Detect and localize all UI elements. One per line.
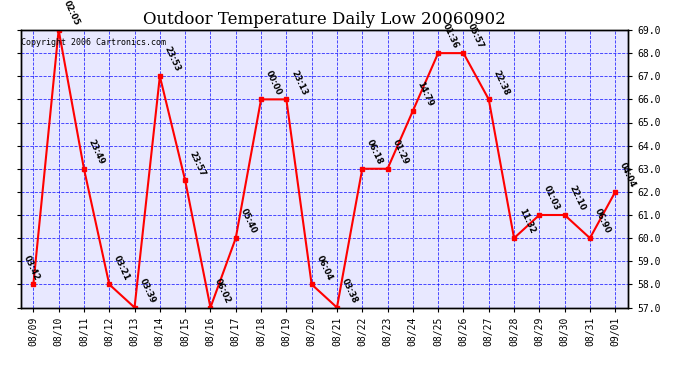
Text: 06:18: 06:18: [365, 138, 384, 166]
Text: 02:05: 02:05: [61, 0, 81, 27]
Text: 04:04: 04:04: [618, 161, 638, 189]
Text: 06:90: 06:90: [593, 207, 612, 236]
Text: 01:03: 01:03: [542, 184, 562, 212]
Text: 22:10: 22:10: [567, 184, 587, 212]
Text: 03:38: 03:38: [339, 277, 359, 305]
Text: 22:38: 22:38: [491, 69, 511, 97]
Text: 23:57: 23:57: [188, 150, 207, 177]
Text: 01:36: 01:36: [441, 22, 460, 50]
Text: 05:40: 05:40: [239, 207, 258, 236]
Text: Copyright 2006 Cartronics.com: Copyright 2006 Cartronics.com: [21, 38, 166, 47]
Text: 03:39: 03:39: [137, 277, 157, 305]
Text: 00:00: 00:00: [264, 69, 283, 97]
Text: 23:13: 23:13: [289, 69, 308, 97]
Text: 11:32: 11:32: [517, 207, 536, 236]
Text: 01:29: 01:29: [391, 138, 410, 166]
Text: 06:02: 06:02: [213, 277, 233, 305]
Text: 03:21: 03:21: [112, 254, 131, 282]
Text: 06:04: 06:04: [315, 254, 334, 282]
Text: 23:49: 23:49: [87, 138, 106, 166]
Text: 23:53: 23:53: [163, 45, 182, 74]
Title: Outdoor Temperature Daily Low 20060902: Outdoor Temperature Daily Low 20060902: [143, 12, 506, 28]
Text: 05:57: 05:57: [466, 22, 486, 50]
Text: 14:79: 14:79: [415, 80, 435, 108]
Text: 03:42: 03:42: [22, 254, 41, 282]
